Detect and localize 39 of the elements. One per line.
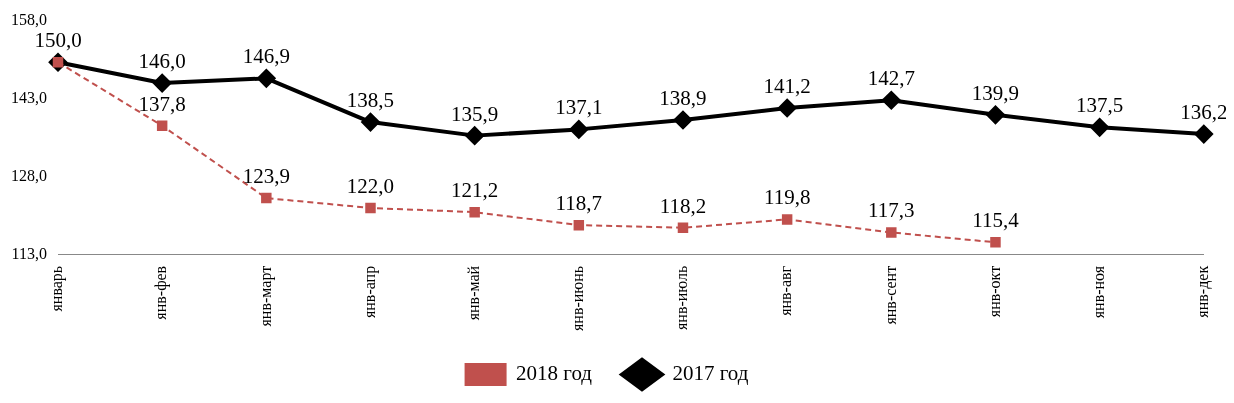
y-tick-label: 128,0 (11, 166, 47, 184)
legend-label: 2018 год (516, 361, 593, 386)
data-label: 141,2 (763, 74, 811, 99)
data-label: 137,1 (555, 95, 603, 120)
data-label: 118,7 (555, 191, 603, 216)
x-tick-label: янв-окт (985, 265, 1003, 318)
data-label: 135,9 (451, 101, 499, 126)
y-tick-label: 113,0 (11, 245, 47, 263)
data-label: 137,5 (1076, 93, 1124, 118)
data-label: 123,9 (242, 164, 290, 189)
x-tick-label: янв-июнь (569, 265, 587, 332)
data-label: 150,0 (34, 28, 82, 53)
data-label: 122,0 (346, 173, 395, 198)
data-label: 136,2 (1180, 100, 1228, 125)
data-label: 118,2 (659, 193, 707, 218)
data-label: 138,5 (346, 88, 395, 113)
legend-label: 2017 год (672, 361, 749, 386)
x-tick-label: янв-ноя (1089, 265, 1107, 319)
data-label: 146,9 (242, 44, 290, 69)
data-label: 137,8 (138, 91, 186, 116)
x-tick-label: янв-апр (360, 265, 379, 319)
x-tick-label: янв-фев (152, 265, 171, 320)
data-label: 117,3 (868, 198, 915, 223)
data-label: 121,2 (451, 178, 499, 203)
x-tick-label: январь (48, 265, 67, 312)
data-label: 138,9 (659, 86, 707, 111)
data-label: 115,4 (972, 208, 1020, 233)
x-tick-label: янв-авг (777, 265, 795, 316)
data-label: 139,9 (971, 80, 1020, 105)
data-label: 142,7 (867, 66, 915, 91)
y-tick-label: 158,0 (11, 10, 47, 28)
x-tick-label: янв-июль (673, 265, 691, 331)
y-tick-label: 143,0 (11, 88, 47, 106)
data-label: 146,0 (138, 49, 186, 74)
x-tick-label: янв-март (256, 265, 275, 327)
x-tick-label: янв-сент (881, 265, 899, 325)
x-tick-label: янв-май (464, 265, 482, 321)
x-tick-label: янв-дек (1194, 265, 1212, 318)
data-label: 119,8 (763, 185, 811, 210)
